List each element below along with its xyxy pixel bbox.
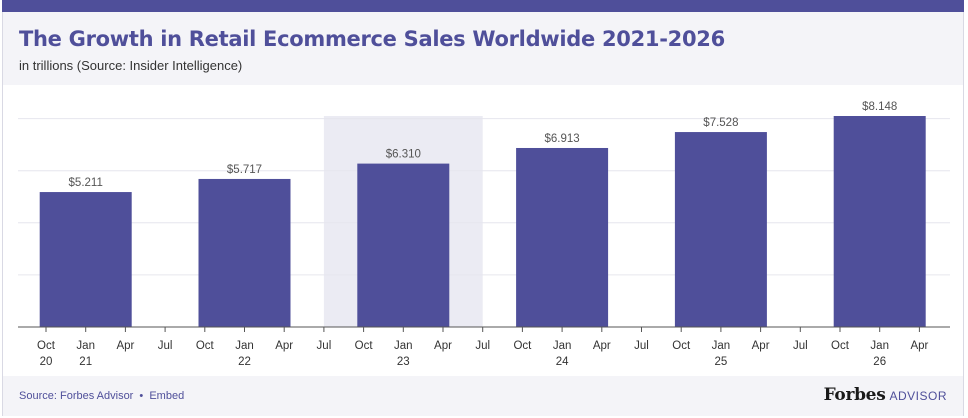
x-tick-label: Jan (712, 340, 731, 352)
x-tick-label: Apr (275, 340, 293, 352)
x-tick-label: Jul (793, 340, 808, 352)
source-link[interactable]: Forbes Advisor (59, 390, 134, 402)
x-tick-label: Jan (870, 340, 889, 352)
x-tick-label: Jul (634, 340, 649, 352)
bar-2022 (198, 178, 291, 327)
x-tick-label: Jul (317, 340, 332, 352)
x-tick-label: Jan (394, 340, 413, 352)
chart-header: The Growth in Retail Ecommerce Sales Wor… (3, 12, 963, 85)
bar-2024 (516, 147, 609, 327)
x-tick-label: Apr (910, 340, 928, 352)
data-label-2026: $8.148 (862, 101, 897, 113)
x-tick-year-label: 24 (556, 356, 569, 368)
x-tick-year-label: 22 (238, 356, 251, 368)
x-tick-year-label: 21 (79, 356, 92, 368)
bar-2025 (674, 132, 767, 327)
chart-title: The Growth in Retail Ecommerce Sales Wor… (19, 27, 725, 51)
data-label-2021: $5.211 (69, 177, 103, 189)
x-tick-label: Jan (76, 340, 95, 352)
x-tick-label: Oct (355, 340, 374, 352)
x-tick-label: Oct (513, 340, 532, 352)
brand-suffix: ADVISOR (889, 389, 947, 403)
x-tick-label: Oct (196, 340, 215, 352)
brand-name: Forbes (823, 385, 886, 405)
x-tick-label: Jan (235, 340, 254, 352)
bar-2026 (833, 116, 926, 327)
x-tick-label: Apr (434, 340, 452, 352)
separator-dot: • (139, 390, 144, 402)
source-label: Source: (19, 390, 57, 402)
chart-subtitle: in trillions (Source: Insider Intelligen… (19, 58, 243, 73)
data-label-2024: $6.913 (545, 133, 580, 145)
data-label-2025: $7.528 (703, 117, 738, 129)
x-tick-label: Jan (553, 340, 572, 352)
x-tick-label: Oct (672, 340, 691, 352)
x-tick-label: Apr (593, 340, 611, 352)
x-tick-year-label: 23 (397, 356, 410, 368)
source-line: Source: Forbes Advisor • Embed (19, 390, 184, 402)
x-tick-label: Jul (158, 340, 173, 352)
data-label-2022: $5.717 (227, 164, 262, 176)
x-tick-year-label: 26 (873, 356, 886, 368)
x-tick-label: Oct (831, 340, 850, 352)
x-tick-label: Jul (475, 340, 490, 352)
x-tick-label: Oct (37, 340, 56, 352)
x-tick-year-label: 25 (715, 356, 728, 368)
embed-link[interactable]: Embed (149, 390, 185, 402)
bar-2023 (357, 163, 450, 327)
x-tick-label: Apr (752, 340, 770, 352)
x-tick-label: Apr (116, 340, 134, 352)
data-label-2023: $6.310 (386, 149, 421, 161)
bar-chart: $5.211 $5.717 $6.310 $6.913 $7.528 $8.148 Oct 2… (18, 101, 950, 368)
chart-footer: Source: Forbes Advisor • Embed Forbes ADV… (3, 376, 963, 416)
accent-bar (2, 0, 964, 12)
x-tick-year-label: 20 (40, 356, 53, 368)
forbes-advisor-logo[interactable]: Forbes ADVISOR (824, 385, 947, 405)
bar-2021 (39, 192, 132, 327)
